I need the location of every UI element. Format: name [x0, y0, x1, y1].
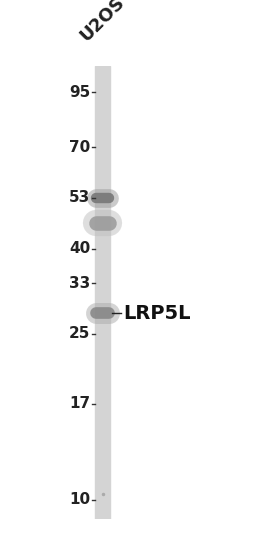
Text: U2OS: U2OS [77, 0, 129, 45]
Text: 95: 95 [69, 85, 90, 99]
Text: 25: 25 [69, 327, 90, 341]
Text: 17: 17 [69, 396, 90, 411]
Text: 33: 33 [69, 276, 90, 291]
Bar [95, 66, 110, 519]
Text: 70: 70 [69, 140, 90, 155]
Text: 40: 40 [69, 241, 90, 256]
Text: LRP5L: LRP5L [123, 304, 191, 323]
Text: 53: 53 [69, 190, 90, 205]
Text: 10: 10 [69, 492, 90, 507]
